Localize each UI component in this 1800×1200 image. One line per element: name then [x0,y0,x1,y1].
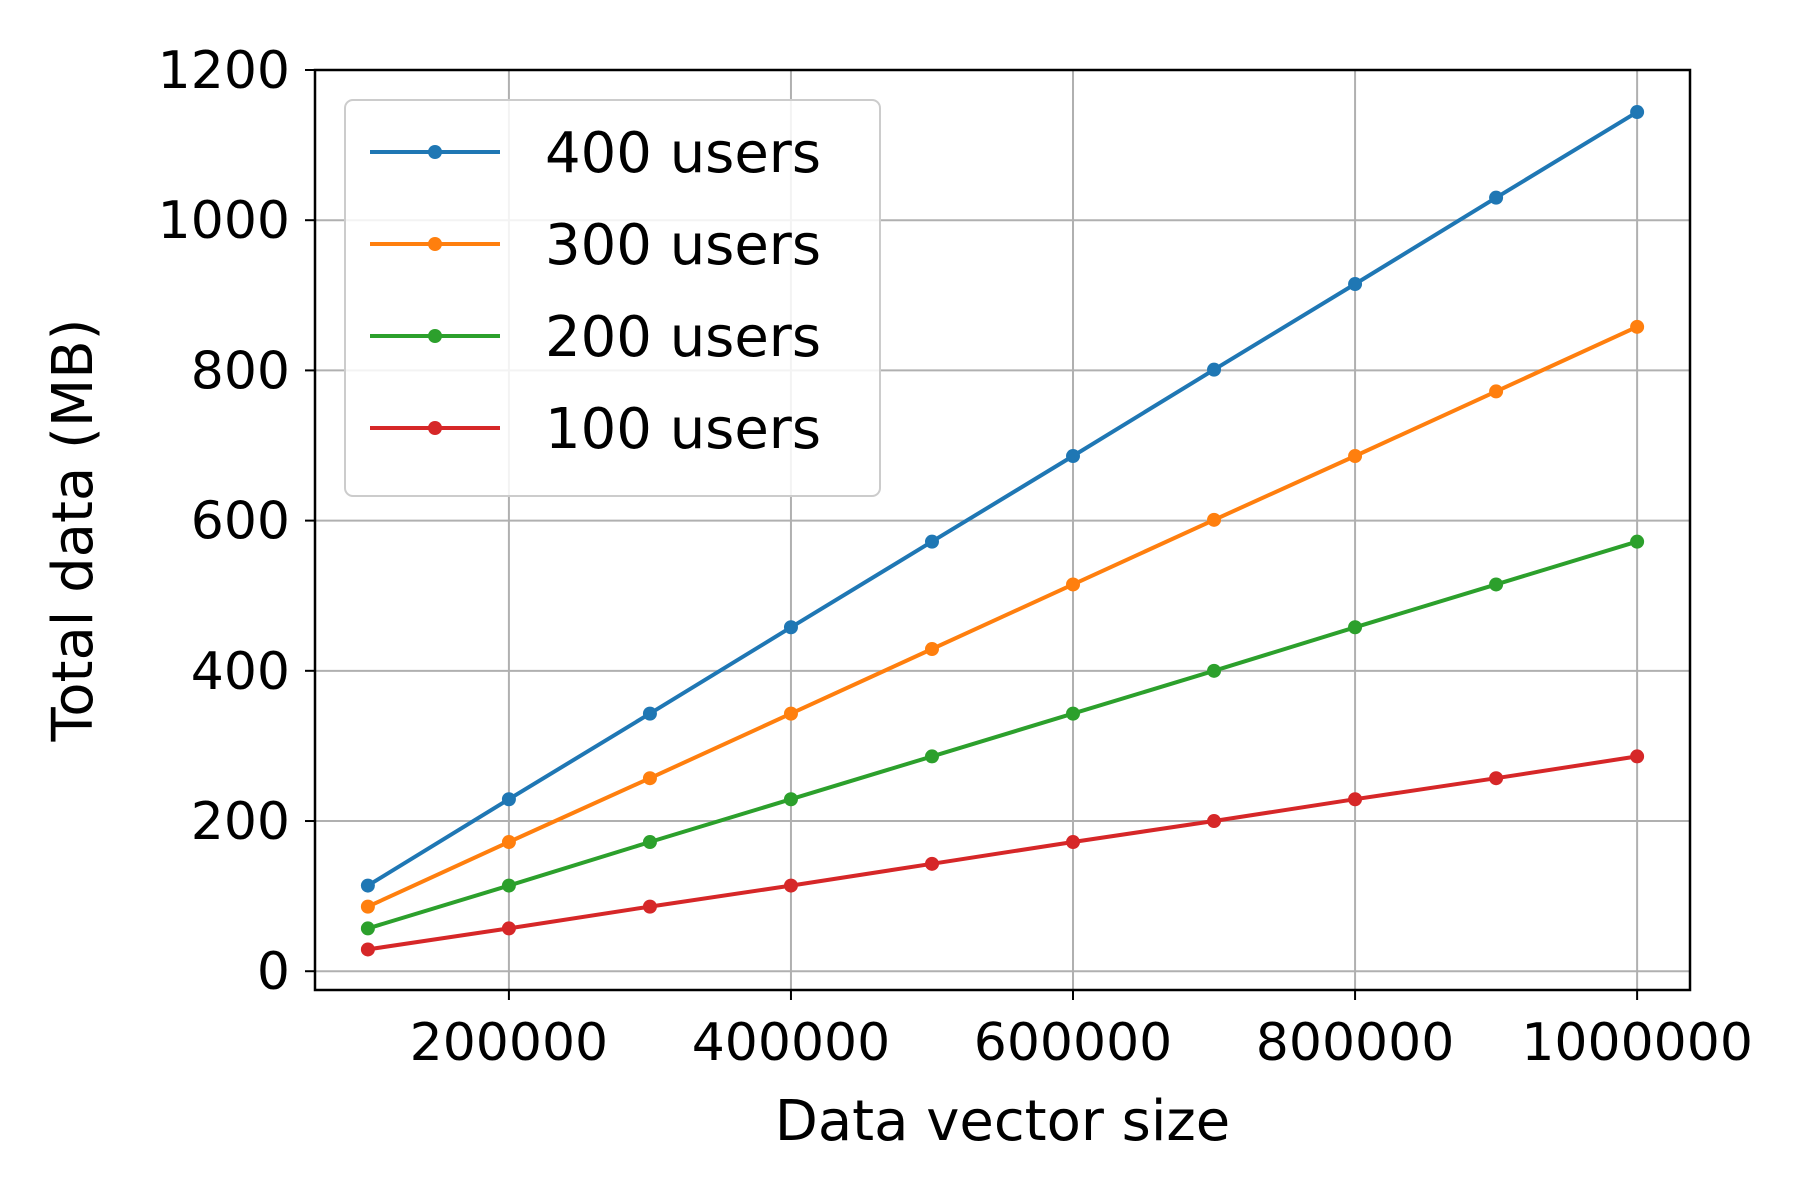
legend: 400 users 300 users 200 users 100 users [344,99,881,497]
data-point [1630,749,1645,764]
legend-label: 200 users [545,305,821,370]
x-tick-label: 200000 [410,1013,609,1073]
data-point [924,534,939,549]
y-tick-label: 0 [257,942,290,1002]
data-point [1489,190,1504,205]
data-point [360,899,375,914]
data-point [1489,577,1504,592]
data-point [501,921,516,936]
series [360,534,1645,936]
legend-item: 100 users [370,397,821,462]
data-point [642,899,657,914]
y-axis-label: Total data (MB) [41,319,106,743]
y-tick-label: 800 [191,341,290,401]
data-point [924,749,939,764]
series-line [367,324,1638,909]
data-point [783,792,798,807]
series [360,749,1645,957]
legend-marker [428,421,442,435]
data-point [360,921,375,936]
y-tick-label: 400 [191,642,290,702]
legend-label: 100 users [545,397,821,462]
data-point [1489,771,1504,786]
x-tick-label: 800000 [1256,1013,1455,1073]
data-point [924,856,939,871]
data-point [501,878,516,893]
legend-marker [428,329,442,343]
data-point [501,835,516,850]
data-point [1207,362,1222,377]
data-point [1066,835,1081,850]
x-tick-label: 600000 [974,1013,1173,1073]
data-point [924,642,939,657]
data-point [1630,319,1645,334]
data-point [1207,663,1222,678]
x-axis-label: Data vector size [775,1089,1231,1154]
data-point [1066,706,1081,721]
x-tick-label: 1000000 [1521,1013,1753,1073]
axis-ticks: 200000 400000 600000 800000 1000000 0 200 400 60… [158,41,1753,1073]
data-point [501,792,516,807]
legend-box [344,99,881,497]
data-point [1066,449,1081,464]
y-tick-label: 1200 [158,41,290,101]
data-point [1489,384,1504,399]
data-point [642,835,657,850]
data-point [1066,577,1081,592]
series [360,105,1645,893]
series-line [366,110,1639,888]
y-tick-label: 600 [191,492,290,552]
data-point [1348,620,1363,635]
plot-frame [313,68,1692,992]
data-point [360,878,375,893]
data-point [1630,105,1645,120]
data-point [1348,449,1363,464]
legend-item: 200 users [370,305,821,370]
legend-marker [428,145,442,159]
legend-label: 300 users [545,213,821,278]
legend-marker [428,237,442,251]
data-point [783,706,798,721]
y-tick-label: 200 [191,792,290,852]
legend-label: 400 users [545,121,821,186]
data-point [1348,277,1363,292]
data-point [783,620,798,635]
series-line [367,754,1638,952]
data-point [1207,814,1222,829]
series-lines [360,105,1645,957]
legend-item: 300 users [370,213,821,278]
data-point [1207,512,1222,527]
series-line [367,539,1638,931]
data-point [1348,792,1363,807]
legend-item: 400 users [370,121,821,186]
series [360,319,1645,914]
data-point [783,878,798,893]
x-tick-label: 400000 [692,1013,891,1073]
data-point [642,706,657,721]
data-point [360,942,375,957]
data-point [1630,534,1645,549]
y-tick-label: 1000 [158,191,290,251]
data-point [642,771,657,786]
